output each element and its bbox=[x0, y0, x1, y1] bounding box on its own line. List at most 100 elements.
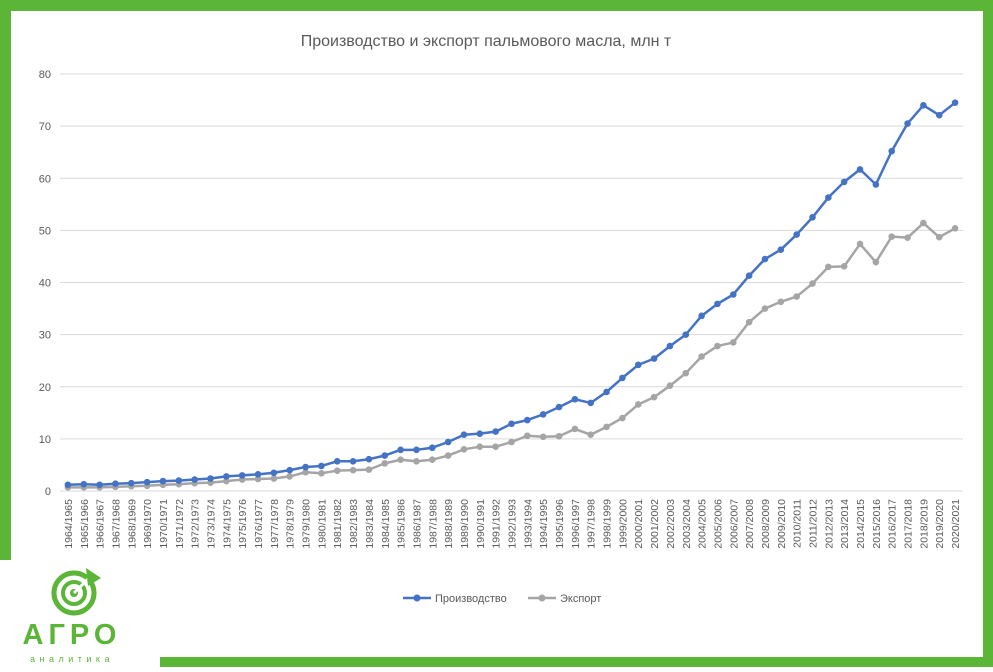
y-tick-label: 50 bbox=[39, 225, 51, 237]
x-axis-tick-labels: 1964/1965 1965/1966 1966/1967 1967/1968 1968… bbox=[63, 499, 962, 549]
data-point bbox=[935, 233, 943, 241]
chart-title: Производство и экспорт пальмового масла,… bbox=[301, 33, 672, 50]
data-point bbox=[492, 443, 499, 450]
x-tick-label: 2010/2011 bbox=[792, 499, 804, 548]
data-point bbox=[286, 466, 294, 474]
data-point bbox=[191, 476, 198, 483]
data-point bbox=[872, 181, 880, 188]
data-point bbox=[951, 99, 959, 106]
data-point bbox=[745, 272, 753, 280]
x-tick-label: 1982/1983 bbox=[348, 499, 360, 549]
data-point bbox=[175, 477, 183, 484]
chart-legend: Производство Экспорт bbox=[403, 593, 601, 605]
data-point bbox=[413, 457, 420, 465]
data-point bbox=[159, 477, 167, 485]
data-point bbox=[920, 219, 927, 227]
data-point bbox=[825, 263, 832, 271]
data-point bbox=[809, 280, 816, 287]
x-tick-label: 1987/1988 bbox=[427, 499, 439, 549]
data-point bbox=[904, 120, 911, 127]
data-point bbox=[365, 466, 373, 473]
data-point bbox=[714, 300, 721, 308]
data-point bbox=[112, 480, 119, 488]
data-point bbox=[207, 475, 214, 482]
data-point bbox=[793, 231, 800, 238]
data-point bbox=[508, 420, 515, 428]
data-point bbox=[698, 312, 705, 320]
x-tick-label: 2019/2020 bbox=[934, 499, 946, 549]
data-point bbox=[666, 342, 674, 350]
legend-item-export: Экспорт bbox=[528, 593, 601, 605]
data-point bbox=[460, 431, 468, 439]
legend-label-production: Производство bbox=[435, 593, 507, 605]
y-tick-label: 0 bbox=[45, 486, 51, 498]
x-tick-label: 2017/2018 bbox=[903, 499, 915, 549]
x-tick-label: 1996/1997 bbox=[570, 499, 582, 549]
chart-grid bbox=[60, 73, 963, 492]
data-point bbox=[555, 432, 563, 440]
x-tick-label: 1998/1999 bbox=[602, 499, 614, 549]
data-point bbox=[603, 423, 610, 431]
data-point bbox=[793, 293, 800, 300]
x-tick-label: 2016/2017 bbox=[887, 499, 899, 549]
x-tick-label: 1965/1966 bbox=[79, 499, 91, 549]
x-tick-label: 2018/2019 bbox=[918, 499, 930, 549]
data-point bbox=[840, 263, 848, 270]
target-arrow-icon bbox=[51, 568, 101, 616]
data-point bbox=[96, 481, 103, 489]
x-tick-label: 2015/2016 bbox=[871, 499, 883, 549]
x-tick-label: 1970/1971 bbox=[158, 499, 170, 549]
data-point bbox=[524, 416, 531, 424]
data-point bbox=[397, 446, 404, 454]
x-tick-label: 1981/1982 bbox=[332, 499, 344, 549]
y-axis-tick-labels: 0 10 20 30 40 50 60 70 80 bbox=[39, 69, 51, 498]
legend-label-export: Экспорт bbox=[560, 593, 601, 605]
data-point bbox=[413, 446, 420, 454]
x-tick-label: 1972/1973 bbox=[190, 499, 202, 549]
data-point bbox=[444, 438, 452, 446]
data-point bbox=[80, 480, 88, 488]
x-tick-label: 1968/1969 bbox=[126, 499, 138, 549]
data-point bbox=[761, 255, 769, 263]
data-point bbox=[428, 444, 436, 452]
x-tick-label: 1979/1980 bbox=[301, 499, 313, 549]
data-point bbox=[825, 194, 832, 201]
x-tick-label: 1991/1992 bbox=[491, 499, 503, 549]
x-tick-label: 1990/1991 bbox=[475, 499, 487, 549]
x-tick-label: 1971/1972 bbox=[174, 499, 186, 549]
x-tick-label: 2013/2014 bbox=[839, 499, 851, 549]
data-point bbox=[428, 456, 436, 464]
data-point bbox=[920, 101, 927, 109]
data-point bbox=[492, 428, 499, 435]
data-point bbox=[476, 430, 484, 437]
legend-item-production: Производство bbox=[403, 593, 507, 605]
x-tick-label: 2001/2002 bbox=[649, 499, 661, 549]
data-point bbox=[254, 475, 262, 483]
data-point bbox=[349, 466, 357, 474]
series-production bbox=[64, 99, 959, 489]
data-point bbox=[302, 468, 309, 476]
x-tick-label: 2003/2004 bbox=[681, 499, 693, 549]
x-tick-label: 1985/1986 bbox=[396, 499, 408, 549]
x-tick-label: 2014/2015 bbox=[855, 499, 867, 549]
data-point bbox=[555, 403, 563, 411]
x-tick-label: 1975/1976 bbox=[237, 499, 249, 549]
data-point bbox=[761, 305, 769, 312]
legend-marker-production bbox=[413, 594, 421, 602]
x-tick-label: 1993/1994 bbox=[522, 499, 534, 549]
x-tick-label: 1984/1985 bbox=[380, 499, 392, 549]
chart-panel: Производство и экспорт пальмового масла,… bbox=[11, 11, 983, 657]
x-tick-label: 1997/1998 bbox=[586, 499, 598, 549]
series-line bbox=[67, 221, 956, 489]
data-point bbox=[318, 469, 325, 477]
x-tick-label: 2012/2013 bbox=[823, 499, 835, 549]
logo-tagline: аналитика bbox=[30, 654, 114, 664]
data-point bbox=[143, 478, 151, 486]
x-tick-label: 1989/1990 bbox=[459, 499, 471, 549]
x-tick-label: 1974/1975 bbox=[221, 499, 233, 549]
data-point bbox=[729, 291, 737, 298]
data-point bbox=[856, 240, 864, 248]
x-tick-label: 1988/1989 bbox=[443, 499, 455, 549]
x-tick-label: 2009/2010 bbox=[776, 499, 788, 549]
x-tick-label: 1999/2000 bbox=[617, 499, 629, 549]
